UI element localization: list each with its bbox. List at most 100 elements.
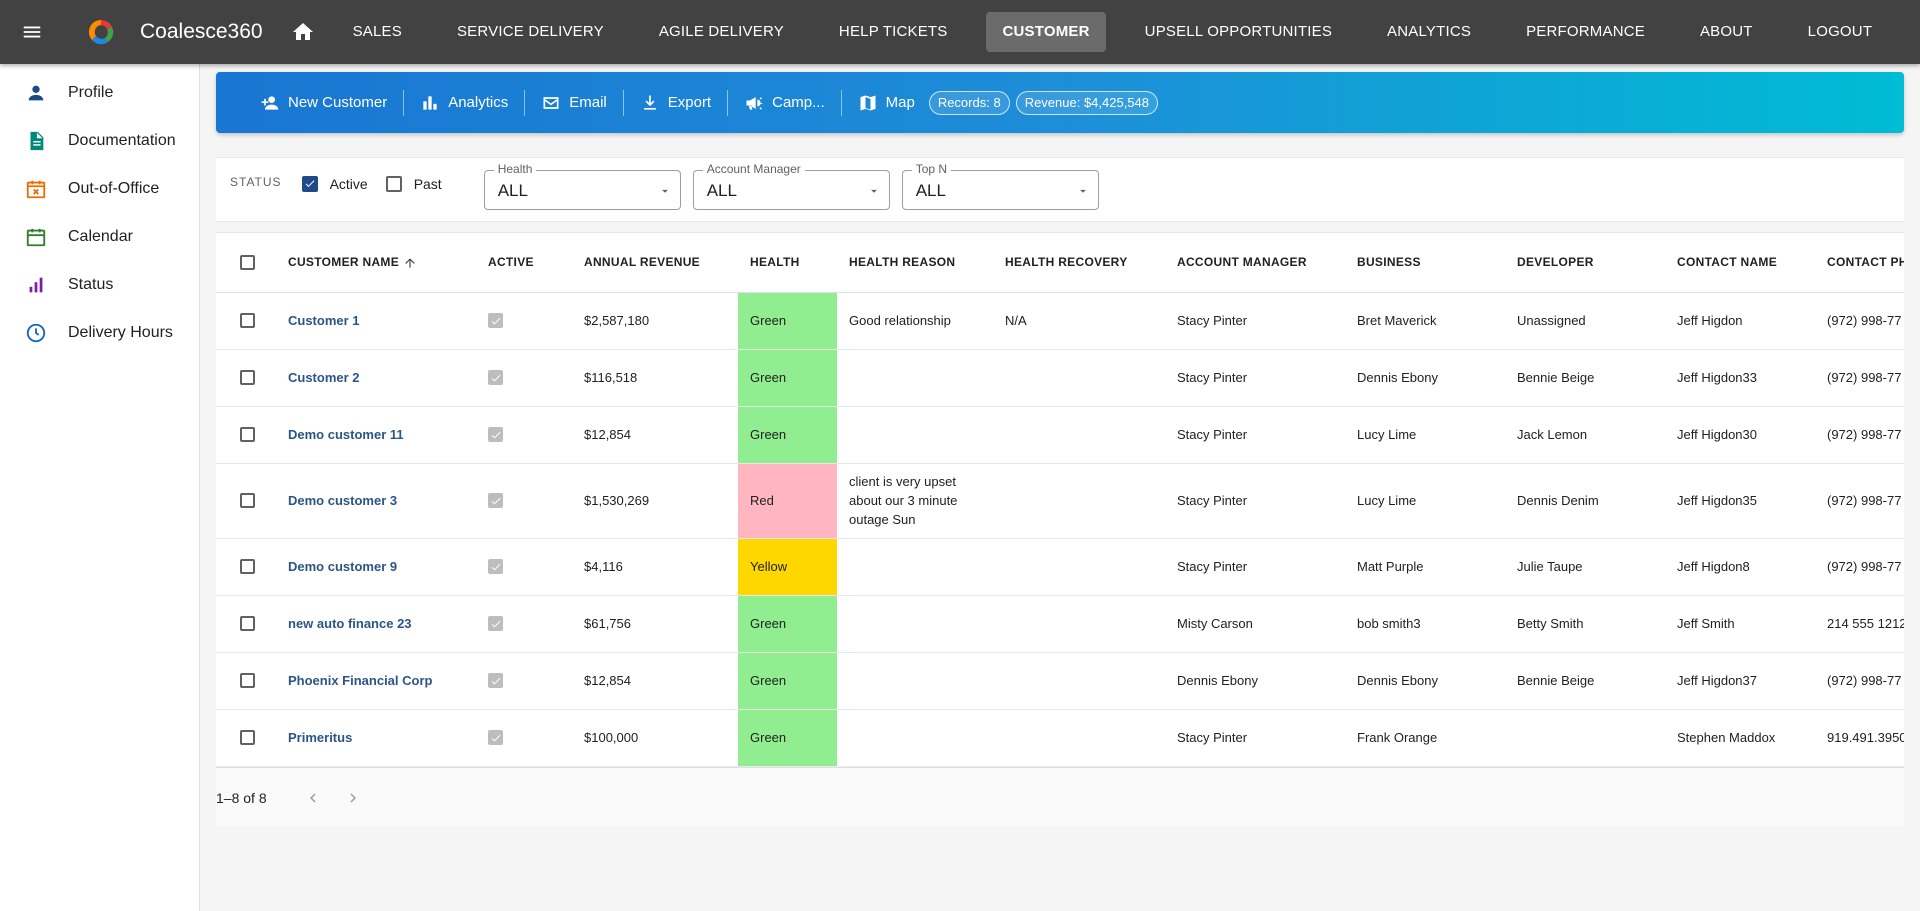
sidebar-item-label: Status bbox=[68, 276, 114, 293]
contact-name-cell: Stephen Maddox bbox=[1665, 709, 1815, 767]
checkbox-unchecked-icon bbox=[240, 370, 255, 385]
row-select-checkbox[interactable] bbox=[216, 709, 276, 767]
active-cell bbox=[476, 709, 572, 767]
past-filter-checkbox[interactable]: Past bbox=[385, 175, 442, 192]
contact-name-cell: Jeff Higdon35 bbox=[1665, 463, 1815, 539]
customer-name-link[interactable]: Phoenix Financial Corp bbox=[276, 652, 476, 710]
column-header-business[interactable]: BUSINESS bbox=[1345, 233, 1505, 293]
account-manager-cell: Stacy Pinter bbox=[1165, 463, 1345, 539]
toolbar-divider bbox=[524, 89, 526, 116]
column-header-customer-name[interactable]: CUSTOMER NAME bbox=[276, 233, 476, 293]
email-button[interactable]: Email bbox=[533, 85, 615, 121]
column-header-developer[interactable]: DEVELOPER bbox=[1505, 233, 1665, 293]
business-cell: Dennis Ebony bbox=[1345, 652, 1505, 710]
export-button[interactable]: Export bbox=[632, 85, 719, 121]
row-select-checkbox[interactable] bbox=[216, 349, 276, 407]
top-n-select[interactable]: Top N ALL bbox=[901, 161, 1099, 210]
nav-service-delivery[interactable]: SERVICE DELIVERY bbox=[456, 23, 604, 40]
sidebar-item-profile[interactable]: Profile bbox=[0, 69, 199, 117]
row-select-checkbox[interactable] bbox=[216, 406, 276, 464]
column-header-health[interactable]: HEALTH bbox=[738, 233, 837, 293]
nav-performance[interactable]: PERFORMANCE bbox=[1526, 23, 1645, 40]
customer-name-link[interactable]: Demo customer 11 bbox=[276, 406, 476, 464]
analytics-button[interactable]: Analytics bbox=[412, 85, 516, 121]
hamburger-menu-icon[interactable] bbox=[0, 0, 64, 64]
chevron-left-icon bbox=[309, 793, 316, 802]
column-header-contact-phone[interactable]: CONTACT PH bbox=[1815, 233, 1904, 293]
sidebar-item-calendar[interactable]: Calendar bbox=[0, 213, 199, 261]
row-select-checkbox[interactable] bbox=[216, 463, 276, 539]
row-select-checkbox[interactable] bbox=[216, 538, 276, 596]
nav-logout[interactable]: LOGOUT bbox=[1807, 23, 1873, 40]
table-body: Customer 1 $2,587,180 Green Good relationsh… bbox=[216, 292, 1904, 767]
sidebar-item-documentation[interactable]: Documentation bbox=[0, 117, 199, 165]
select-all-checkbox[interactable] bbox=[216, 233, 276, 293]
home-icon[interactable] bbox=[283, 12, 323, 52]
campaign-button[interactable]: Camp... bbox=[736, 85, 833, 121]
column-header-health-reason[interactable]: HEALTH REASON bbox=[837, 233, 993, 293]
health-recovery-cell bbox=[993, 538, 1165, 596]
app-title: Coalesce360 bbox=[140, 20, 263, 43]
table-row[interactable]: Demo customer 9 $4,116 Yellow Stacy Pinter M… bbox=[216, 538, 1904, 596]
customer-name-link[interactable]: Demo customer 9 bbox=[276, 538, 476, 596]
table-row[interactable]: new auto finance 23 $61,756 Green Misty Car… bbox=[216, 595, 1904, 653]
checkbox-unchecked-icon bbox=[240, 493, 255, 508]
checked-disabled-icon bbox=[488, 493, 503, 508]
table-row[interactable]: Customer 2 $116,518 Green Stacy Pinter Denni… bbox=[216, 349, 1904, 407]
account-manager-select[interactable]: Account Manager ALL bbox=[692, 161, 890, 210]
nav-help-tickets[interactable]: HELP TICKETS bbox=[838, 23, 948, 40]
sidebar-item-label: Documentation bbox=[68, 132, 176, 149]
customer-name-link[interactable]: Customer 1 bbox=[276, 292, 476, 350]
health-cell: Green bbox=[738, 349, 837, 407]
nav-customer[interactable]: CUSTOMER bbox=[986, 12, 1106, 52]
column-header-account-manager[interactable]: ACCOUNT MANAGER bbox=[1165, 233, 1345, 293]
nav-sales[interactable]: SALES bbox=[352, 23, 402, 40]
checked-disabled-icon bbox=[488, 730, 503, 745]
app-logo bbox=[88, 19, 114, 45]
active-cell bbox=[476, 292, 572, 350]
sidebar-item-label: Profile bbox=[68, 84, 114, 101]
health-reason-cell bbox=[837, 595, 993, 653]
customer-name-link[interactable]: new auto finance 23 bbox=[276, 595, 476, 653]
new-customer-button[interactable]: New Customer bbox=[252, 85, 395, 121]
business-cell: Lucy Lime bbox=[1345, 463, 1505, 539]
analytics-label: Analytics bbox=[448, 94, 509, 111]
sidebar-item-out-of-office[interactable]: Out-of-Office bbox=[0, 165, 199, 213]
table-row[interactable]: Demo customer 3 $1,530,269 Red client is ve… bbox=[216, 463, 1904, 539]
health-cell: Green bbox=[738, 709, 837, 767]
next-page-button[interactable] bbox=[337, 782, 369, 814]
row-select-checkbox[interactable] bbox=[216, 292, 276, 350]
chevron-right-icon bbox=[350, 793, 356, 802]
nav-upsell-opportunities[interactable]: UPSELL OPPORTUNITIES bbox=[1144, 23, 1333, 40]
sidebar: Profile Documentation Out-of-Office Cale… bbox=[0, 64, 200, 911]
sidebar-item-delivery-hours[interactable]: Delivery Hours bbox=[0, 309, 199, 357]
checkbox-checked-icon bbox=[301, 175, 318, 192]
table-row[interactable]: Phoenix Financial Corp $12,854 Green Dennis… bbox=[216, 652, 1904, 710]
column-header-contact-name[interactable]: CONTACT NAME bbox=[1665, 233, 1815, 293]
table-row[interactable]: Customer 1 $2,587,180 Green Good relationsh… bbox=[216, 292, 1904, 350]
nav-analytics[interactable]: ANALYTICS bbox=[1387, 23, 1472, 40]
health-select[interactable]: Health ALL bbox=[483, 161, 681, 210]
row-select-checkbox[interactable] bbox=[216, 595, 276, 653]
row-select-checkbox[interactable] bbox=[216, 652, 276, 710]
sidebar-item-status[interactable]: Status bbox=[0, 261, 199, 309]
customer-name-link[interactable]: Primeritus bbox=[276, 709, 476, 767]
previous-page-button[interactable] bbox=[297, 782, 329, 814]
table-row[interactable]: Primeritus $100,000 Green Stacy Pinter Frank… bbox=[216, 709, 1904, 767]
nav-agile-delivery[interactable]: AGILE DELIVERY bbox=[658, 23, 784, 40]
column-header-health-recovery[interactable]: HEALTH RECOVERY bbox=[993, 233, 1165, 293]
developer-cell: Betty Smith bbox=[1505, 595, 1665, 653]
active-filter-checkbox[interactable]: Active bbox=[301, 175, 368, 192]
toolbar-divider bbox=[403, 89, 405, 116]
column-header-annual-revenue[interactable]: ANNUAL REVENUE bbox=[572, 233, 738, 293]
checked-disabled-icon bbox=[488, 559, 503, 574]
customer-name-link[interactable]: Demo customer 3 bbox=[276, 463, 476, 539]
map-button[interactable]: Map bbox=[850, 85, 923, 121]
bar-chart-icon bbox=[423, 95, 437, 110]
customer-name-link[interactable]: Customer 2 bbox=[276, 349, 476, 407]
table-row[interactable]: Demo customer 11 $12,854 Green Stacy Pinter… bbox=[216, 406, 1904, 464]
column-header-active[interactable]: ACTIVE bbox=[476, 233, 572, 293]
nav-about[interactable]: ABOUT bbox=[1699, 23, 1753, 40]
health-recovery-cell bbox=[993, 349, 1165, 407]
table-footer: 1–8 of 8 bbox=[216, 767, 1904, 826]
